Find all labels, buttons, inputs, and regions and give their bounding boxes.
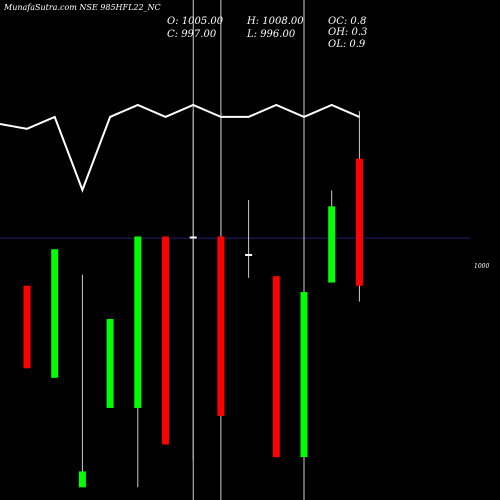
oc-value: OC: 0.8 — [328, 16, 366, 27]
candle-body — [328, 206, 336, 283]
open-value: O: 1005.00 — [167, 16, 224, 27]
ol-value: OL: 0.9 — [328, 39, 366, 50]
candles — [23, 111, 363, 488]
low-value: L: 996.00 — [246, 29, 296, 40]
candle-body — [245, 253, 253, 256]
candle-body — [162, 236, 169, 445]
candle-body — [355, 158, 363, 286]
reference-label: 1000 — [474, 263, 489, 270]
high-value: H: 1008.00 — [246, 16, 304, 27]
indicator-line — [0, 103, 360, 193]
candle-body — [23, 285, 31, 369]
candle-body — [272, 276, 280, 458]
candle-body — [106, 319, 114, 408]
candle-body — [300, 292, 308, 458]
close-value: C: 997.00 — [167, 29, 217, 40]
candle-body — [78, 471, 86, 488]
candle-body — [189, 236, 197, 239]
oh-value: OH: 0.3 — [328, 27, 367, 38]
candle-body — [134, 236, 142, 408]
candle-body — [51, 249, 59, 378]
candle-body — [217, 236, 225, 416]
chart-title: MunafaSutra.com NSE 985HFL22_NC — [3, 3, 161, 12]
